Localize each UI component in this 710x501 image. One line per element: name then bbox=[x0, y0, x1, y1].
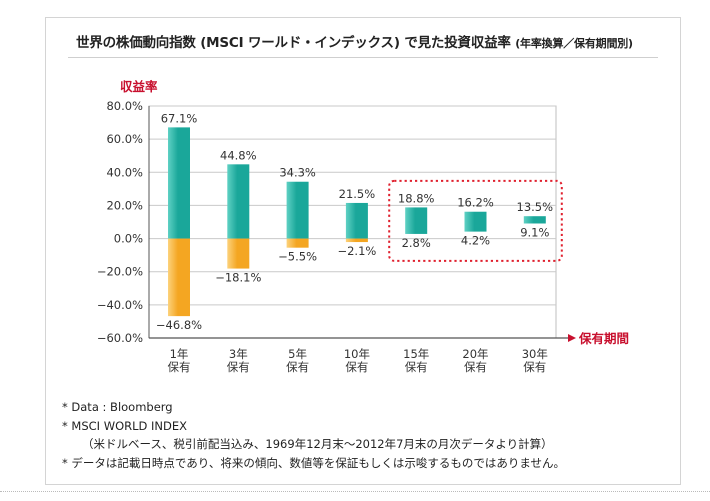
x-tick-label: 3年 bbox=[229, 347, 248, 361]
x-tick-label: 1年 bbox=[170, 347, 189, 361]
bar-min-label: 4.2% bbox=[461, 234, 490, 248]
x-tick-label: 10年 bbox=[344, 347, 370, 361]
x-axis-arrow bbox=[568, 334, 576, 342]
chart-title: 世界の株価動向指数 (MSCI ワールド・インデックス) で見た投資収益率 (年… bbox=[76, 31, 633, 51]
bar-negative bbox=[345, 238, 368, 243]
x-tick-label: 保有 bbox=[345, 360, 368, 374]
bar-max-label: 67.1% bbox=[161, 111, 198, 125]
bar-min-label: −5.5% bbox=[278, 250, 317, 264]
x-tick-label: 保有 bbox=[227, 360, 250, 374]
bar-negative bbox=[227, 238, 250, 269]
bar-min-label: −46.8% bbox=[156, 318, 202, 332]
x-tick-label: 30年 bbox=[522, 347, 548, 361]
y-tick-label: 0.0% bbox=[114, 232, 143, 246]
note-data-source: * Data : Bloomberg bbox=[62, 400, 173, 414]
bar-positive bbox=[168, 127, 190, 239]
bar-max-label: 18.8% bbox=[398, 191, 435, 205]
bar-min-label: −18.1% bbox=[215, 271, 261, 285]
x-tick-label: 保有 bbox=[168, 360, 191, 374]
chart-frame: 世界の株価動向指数 (MSCI ワールド・インデックス) で見た投資収益率 (年… bbox=[45, 17, 681, 485]
y-axis-title: 収益率 bbox=[120, 79, 158, 94]
y-tick-label: 60.0% bbox=[106, 132, 143, 146]
bar-range bbox=[464, 211, 487, 232]
bar-max-label: 21.5% bbox=[339, 187, 376, 201]
bar-range bbox=[405, 207, 428, 234]
bar-positive bbox=[286, 181, 309, 239]
y-tick-label: −60.0% bbox=[97, 331, 143, 345]
y-tick-label: −40.0% bbox=[97, 298, 143, 312]
bar-max-label: 13.5% bbox=[517, 200, 554, 214]
chart-title-sub: (年率換算／保有期間別) bbox=[515, 37, 633, 50]
x-tick-label: 保有 bbox=[286, 360, 309, 374]
bar-positive bbox=[227, 164, 250, 239]
highlight-box bbox=[388, 179, 563, 262]
bar-positive bbox=[345, 202, 368, 239]
note-disclaimer: * データは記載日時点であり、将来の傾向、数値等を保証もしくは示唆するものではあ… bbox=[62, 455, 565, 470]
bar-min-label: 9.1% bbox=[520, 225, 549, 239]
bar-negative bbox=[168, 238, 190, 317]
x-axis-title: 保有期間 bbox=[578, 331, 629, 346]
chart-notes: * Data : Bloomberg * MSCI WORLD INDEX （米… bbox=[62, 398, 565, 472]
x-tick-label: 保有 bbox=[464, 360, 487, 374]
title-divider bbox=[68, 57, 658, 58]
bar-max-label: 16.2% bbox=[457, 196, 494, 210]
x-tick-label: 15年 bbox=[403, 347, 429, 361]
bar-chart: 80.0% 60.0% 40.0% 20.0% 0.0% −20.0% −40.0% −60.… bbox=[97, 79, 629, 374]
bar-min-label: 2.8% bbox=[402, 236, 431, 250]
y-tick-label: −20.0% bbox=[97, 265, 143, 279]
note-index: * MSCI WORLD INDEX bbox=[62, 418, 188, 433]
x-tick-label: 5年 bbox=[288, 347, 307, 361]
bar-range bbox=[523, 216, 546, 224]
y-tick-label: 80.0% bbox=[106, 99, 143, 113]
x-tick-label: 20年 bbox=[462, 347, 488, 361]
bar-max-label: 34.3% bbox=[279, 166, 316, 180]
x-tick-label: 保有 bbox=[405, 360, 428, 374]
bar-max-label: 44.8% bbox=[220, 148, 257, 162]
bar-negative bbox=[286, 238, 309, 248]
bar-min-label: −2.1% bbox=[337, 244, 376, 258]
note-method: （米ドルベース、税引前配当込み、1969年12月末〜2012年7月末の月次データ… bbox=[82, 437, 553, 451]
y-tick-label: 20.0% bbox=[106, 198, 143, 212]
chart-title-main: 世界の株価動向指数 (MSCI ワールド・インデックス) で見た投資収益率 bbox=[76, 35, 511, 51]
x-tick-label: 保有 bbox=[523, 360, 546, 374]
page-bottom-divider bbox=[0, 491, 710, 492]
y-tick-label: 40.0% bbox=[106, 165, 143, 179]
